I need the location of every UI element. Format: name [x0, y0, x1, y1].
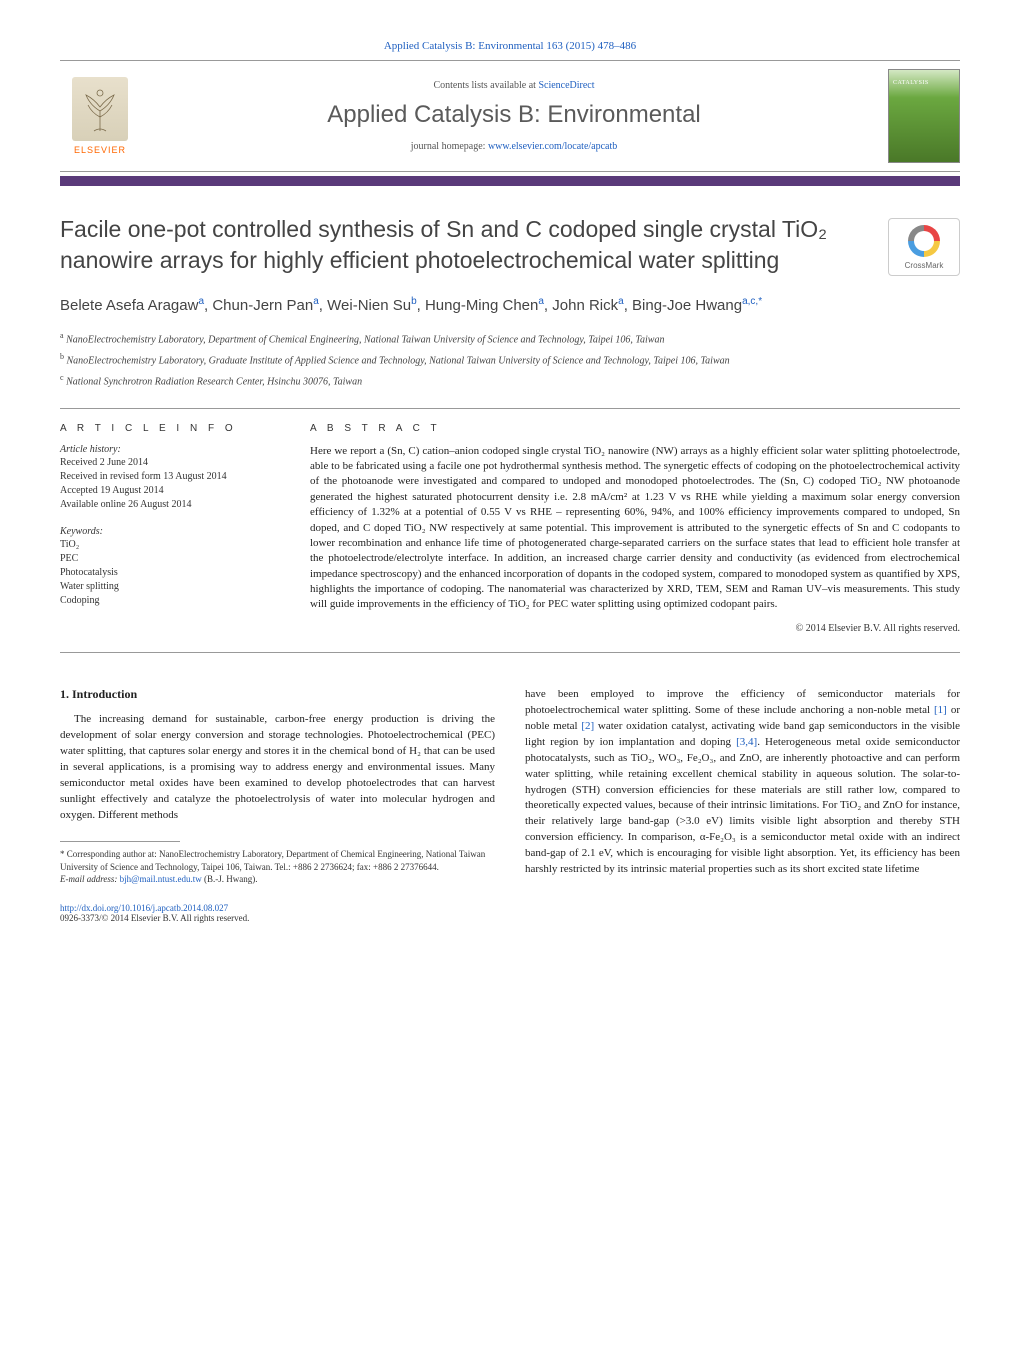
history-line: Accepted 19 August 2014: [60, 484, 280, 498]
corresponding-author-footnote: * Corresponding author at: NanoElectroch…: [60, 848, 495, 884]
abstract-column: A B S T R A C T Here we report a (Sn, C)…: [310, 423, 960, 634]
citation-link[interactable]: [1]: [934, 704, 947, 716]
affiliation: a NanoElectrochemistry Laboratory, Depar…: [60, 330, 960, 347]
keyword: Codoping: [60, 594, 280, 608]
journal-homepage-line: journal homepage: www.elsevier.com/locat…: [156, 141, 872, 152]
section-heading: 1. Introduction: [60, 687, 495, 702]
journal-header: ELSEVIER Contents lists available at Sci…: [60, 60, 960, 172]
section-rule: [60, 408, 960, 409]
body-paragraph: The increasing demand for sustainable, c…: [60, 712, 495, 824]
doi-link[interactable]: http://dx.doi.org/10.1016/j.apcatb.2014.…: [60, 903, 228, 913]
keyword: Photocatalysis: [60, 566, 280, 580]
history-line: Available online 26 August 2014: [60, 498, 280, 512]
elsevier-wordmark: ELSEVIER: [74, 145, 126, 155]
abstract-heading: A B S T R A C T: [310, 423, 960, 434]
journal-homepage-link[interactable]: www.elsevier.com/locate/apcatb: [488, 141, 617, 152]
corresponding-email-link[interactable]: bjh@mail.ntust.edu.tw: [120, 874, 202, 884]
author-list: Belete Asefa Aragawa, Chun-Jern Pana, We…: [60, 294, 960, 318]
abstract-text: Here we report a (Sn, C) cation–anion co…: [310, 444, 960, 613]
body-paragraph: have been employed to improve the effici…: [525, 687, 960, 878]
body-column-left: 1. Introduction The increasing demand fo…: [60, 687, 495, 923]
elsevier-tree-icon: [72, 77, 128, 141]
keyword: Water splitting: [60, 580, 280, 594]
article-history-heading: Article history:: [60, 444, 280, 455]
history-line: Received in revised form 13 August 2014: [60, 470, 280, 484]
affiliation: b NanoElectrochemistry Laboratory, Gradu…: [60, 351, 960, 368]
elsevier-logo: ELSEVIER: [60, 71, 140, 161]
keyword: TiO₂: [60, 538, 280, 552]
section-rule: [60, 652, 960, 653]
crossmark-label: CrossMark: [905, 261, 944, 270]
crossmark-badge[interactable]: CrossMark: [888, 218, 960, 276]
body-column-right: have been employed to improve the effici…: [525, 687, 960, 923]
doi-block: http://dx.doi.org/10.1016/j.apcatb.2014.…: [60, 903, 495, 923]
footnote-rule: [60, 841, 180, 842]
article-info-column: A R T I C L E I N F O Article history: R…: [60, 423, 280, 634]
contents-list-line: Contents lists available at ScienceDirec…: [156, 80, 872, 91]
abstract-copyright: © 2014 Elsevier B.V. All rights reserved…: [310, 623, 960, 634]
issn-copyright: 0926-3373/© 2014 Elsevier B.V. All right…: [60, 913, 249, 923]
affiliation: c National Synchrotron Radiation Researc…: [60, 372, 960, 389]
journal-name: Applied Catalysis B: Environmental: [156, 101, 872, 129]
keywords-heading: Keywords:: [60, 526, 280, 537]
sciencedirect-link[interactable]: ScienceDirect: [538, 80, 594, 91]
crossmark-icon: [908, 225, 940, 257]
top-citation[interactable]: Applied Catalysis B: Environmental 163 (…: [60, 40, 960, 52]
history-line: Received 2 June 2014: [60, 456, 280, 470]
header-accent-bar: [60, 176, 960, 186]
citation-link[interactable]: [3,4]: [736, 736, 757, 748]
article-info-heading: A R T I C L E I N F O: [60, 423, 280, 434]
citation-link[interactable]: [2]: [581, 720, 594, 732]
article-title: Facile one-pot controlled synthesis of S…: [60, 214, 960, 276]
keyword: PEC: [60, 552, 280, 566]
journal-cover-thumbnail: [888, 69, 960, 163]
